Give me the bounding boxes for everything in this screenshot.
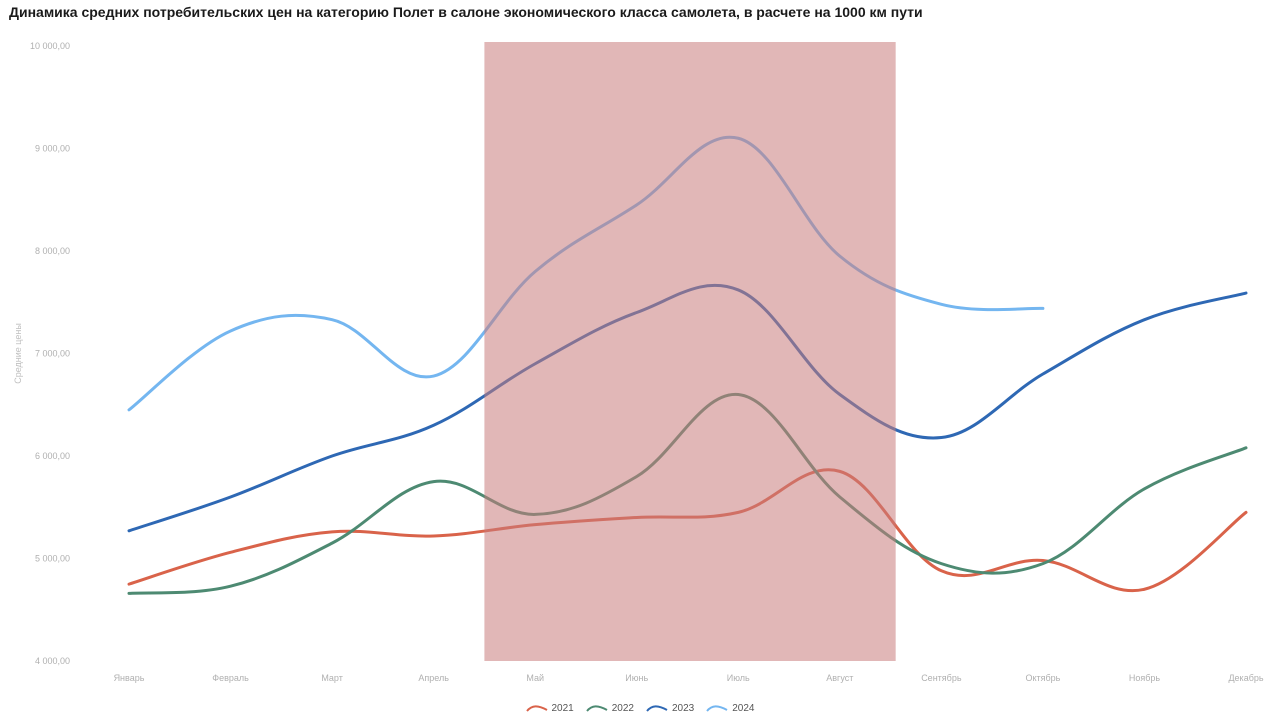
chart-legend: 2021 2022 2023 2024 — [0, 703, 1280, 714]
legend-label: 2023 — [672, 703, 695, 714]
x-tick-label: Октябрь — [1025, 673, 1060, 683]
x-tick-label: Сентябрь — [921, 673, 962, 683]
legend-swatch — [585, 704, 608, 712]
legend-item-2022[interactable]: 2022 — [585, 703, 634, 714]
y-tick-label: 7 000,00 — [35, 349, 70, 359]
legend-item-2021[interactable]: 2021 — [525, 703, 574, 714]
x-tick-label: Июль — [727, 673, 750, 683]
highlight-band — [484, 42, 896, 661]
x-tick-label: Январь — [114, 673, 145, 683]
legend-swatch — [646, 704, 668, 712]
x-tick-label: Май — [526, 673, 544, 683]
y-tick-label: 5 000,00 — [35, 554, 70, 564]
y-tick-label: 9 000,00 — [35, 144, 70, 154]
x-tick-label: Март — [321, 673, 343, 683]
legend-swatch — [706, 704, 728, 712]
x-tick-label: Ноябрь — [1129, 673, 1161, 683]
y-tick-label: 6 000,00 — [35, 451, 70, 461]
legend-label: 2022 — [611, 703, 634, 714]
legend-item-2024[interactable]: 2024 — [706, 703, 755, 714]
y-tick-label: 8 000,00 — [35, 246, 70, 256]
x-tick-label: Февраль — [212, 673, 249, 683]
legend-swatch — [525, 704, 547, 712]
y-axis-title: Средние цены — [13, 323, 23, 384]
x-tick-label: Июнь — [625, 673, 648, 683]
x-tick-label: Апрель — [418, 673, 449, 683]
y-tick-label: 10 000,00 — [30, 41, 70, 51]
x-tick-label: Август — [826, 673, 853, 683]
legend-item-2023[interactable]: 2023 — [646, 703, 694, 714]
x-tick-label: Декабрь — [1228, 673, 1263, 683]
chart-title: Динамика средних потребительских цен на … — [9, 4, 923, 20]
legend-label: 2021 — [551, 703, 574, 714]
legend-label: 2024 — [732, 703, 755, 714]
y-tick-label: 4 000,00 — [35, 656, 70, 666]
